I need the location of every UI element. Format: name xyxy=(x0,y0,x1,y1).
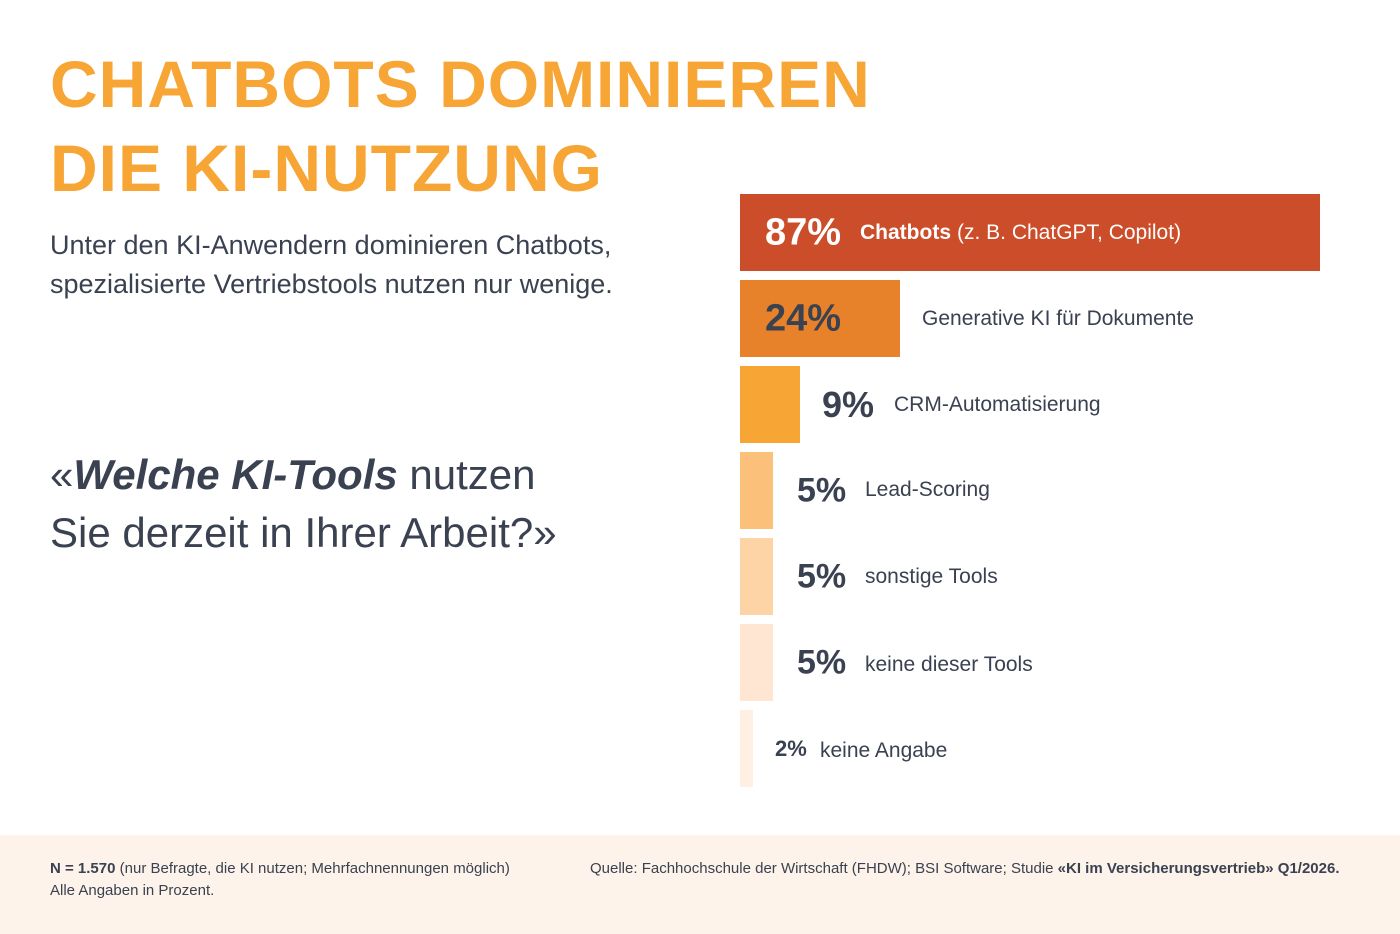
category-name: Lead-Scoring xyxy=(865,477,990,501)
title: CHATBOTS DOMINIEREN DIE KI-NUTZUNG xyxy=(50,47,871,205)
bar xyxy=(740,452,774,529)
question-open: « xyxy=(50,451,74,498)
value-label: 87% xyxy=(765,211,842,253)
category-name: keine dieser Tools xyxy=(865,652,1033,676)
study-name: «KI im Versicherungsvertrieb» Q1/2026. xyxy=(1057,860,1340,877)
value-label: 5% xyxy=(797,643,847,681)
category-label: Chatbots (z. B. ChatGPT, Copilot) xyxy=(860,221,1181,245)
category-label: sonstige Tools xyxy=(865,565,998,589)
category-label: CRM-Automatisierung xyxy=(894,393,1101,417)
category-label: keine dieser Tools xyxy=(865,653,1033,677)
sample-note: (nur Befragte, die KI nutzen; Mehrfachne… xyxy=(115,860,510,877)
footer: N = 1.570 (nur Befragte, die KI nutzen; … xyxy=(0,835,1400,934)
bar xyxy=(740,194,1321,271)
category-label: keine Angabe xyxy=(820,739,947,763)
value-label: 9% xyxy=(822,383,875,425)
bar xyxy=(740,280,901,357)
category-example: (z. B. ChatGPT, Copilot) xyxy=(957,220,1182,244)
category-name: CRM-Automatisierung xyxy=(894,392,1101,416)
bar xyxy=(740,538,774,615)
category-name: Chatbots xyxy=(860,220,951,244)
footnote: N = 1.570 (nur Befragte, die KI nutzen; … xyxy=(50,858,510,902)
category-name: keine Angabe xyxy=(820,738,948,762)
value-label: 2% xyxy=(775,735,807,761)
value-label: 5% xyxy=(797,471,847,509)
source-text: Quelle: Fachhochschule der Wirtschaft (F… xyxy=(590,860,1058,877)
sample-size: N = 1.570 xyxy=(50,860,116,877)
category-name: sonstige Tools xyxy=(865,564,998,588)
category-label: Lead-Scoring xyxy=(865,478,990,502)
bar xyxy=(740,366,801,443)
value-label: 24% xyxy=(765,297,842,339)
question-emphasis: Welche KI-Tools xyxy=(73,451,398,498)
category-name: Generative KI für Dokumente xyxy=(922,306,1194,330)
value-label: 5% xyxy=(797,557,847,595)
subtitle: Unter den KI-Anwendern dominieren Chatbo… xyxy=(50,230,613,299)
unit-note: Alle Angaben in Prozent. xyxy=(50,882,215,899)
bar xyxy=(740,624,774,701)
source: Quelle: Fachhochschule der Wirtschaft (F… xyxy=(590,858,1340,880)
chart: 87% Chatbots (z. B. ChatGPT, Copilot) 24% Ge… xyxy=(740,194,1321,787)
category-label: Generative KI für Dokumente xyxy=(922,307,1194,331)
question: «Welche KI-Tools nutzen Sie derzeit in I… xyxy=(50,446,570,562)
bar xyxy=(740,710,754,787)
question-rest: nutzen Sie derzeit in Ihrer Arbeit?» xyxy=(50,451,557,556)
